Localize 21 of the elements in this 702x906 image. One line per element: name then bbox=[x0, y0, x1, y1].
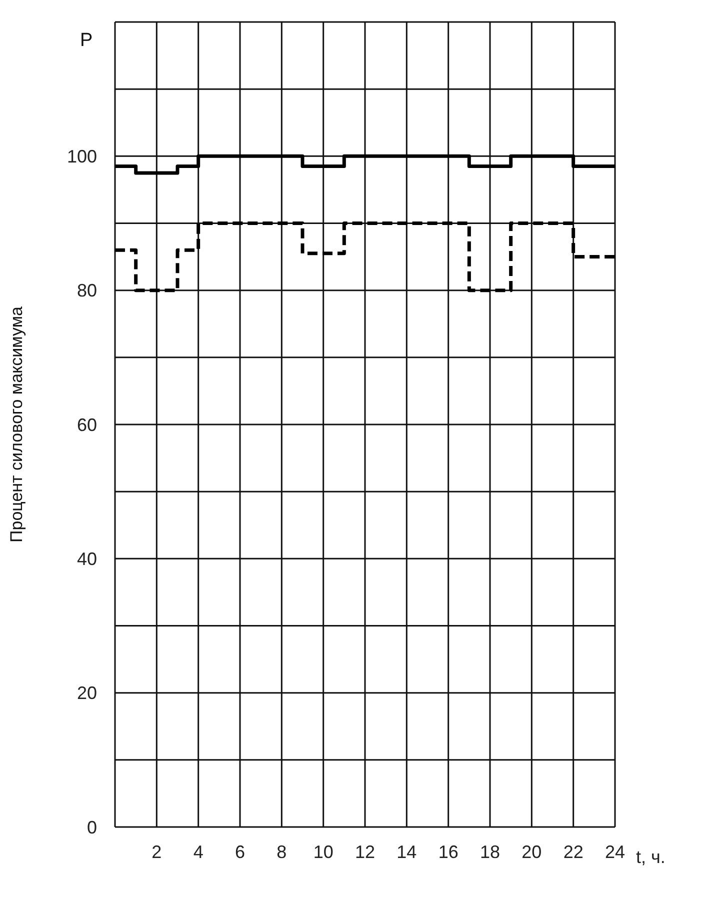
x-axis-title: t, ч. bbox=[636, 847, 666, 868]
x-tick-label: 20 bbox=[522, 842, 542, 862]
x-tick-label: 4 bbox=[193, 842, 204, 862]
x-tick-label: 10 bbox=[313, 842, 334, 862]
y-tick-label: 20 bbox=[76, 683, 97, 704]
x-tick-label: 22 bbox=[563, 842, 584, 862]
x-tick-label: 14 bbox=[396, 842, 417, 862]
y-axis-title: Процент силового максимума bbox=[7, 306, 26, 542]
x-tick-label: 8 bbox=[276, 842, 287, 862]
x-tick-label: 6 bbox=[234, 842, 246, 862]
x-tick-label: 2 bbox=[152, 842, 162, 862]
x-tick-label: 16 bbox=[438, 842, 458, 862]
x-tick-label: 18 bbox=[480, 842, 500, 862]
x-tick-label: 24 bbox=[604, 842, 626, 862]
y-tick-label: 100 bbox=[66, 146, 97, 167]
x-tick-label: 12 bbox=[354, 842, 376, 862]
y-tick-label: 40 bbox=[76, 549, 97, 570]
text: P bbox=[80, 30, 93, 52]
y-tick-label: 0 bbox=[86, 817, 97, 838]
y-tick-label: 60 bbox=[76, 414, 97, 435]
y-tick-label: 80 bbox=[76, 280, 97, 301]
